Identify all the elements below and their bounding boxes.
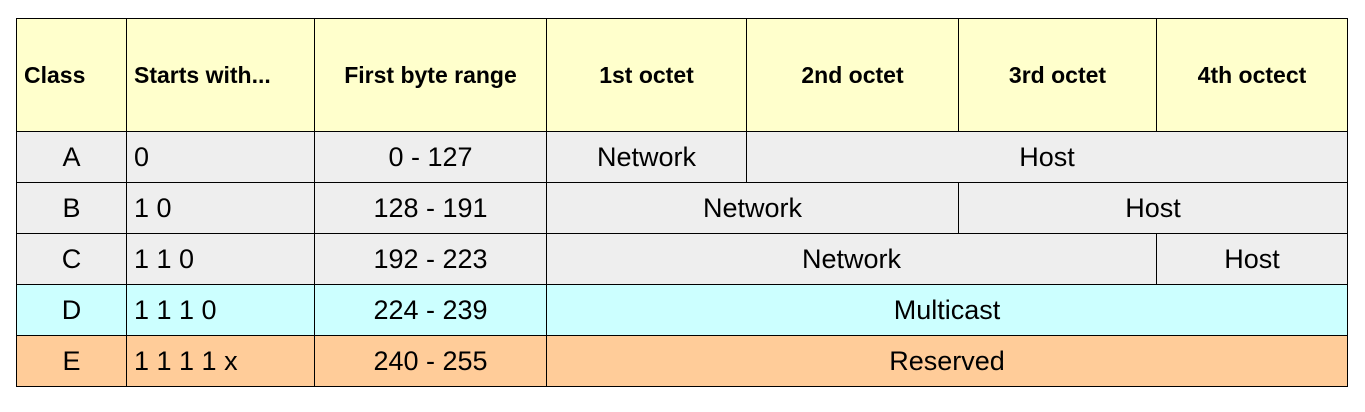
table-row-class-a: A 0 0 - 127 Network Host <box>16 131 1348 183</box>
range-cell: 224 - 239 <box>314 284 547 336</box>
range-cell: 128 - 191 <box>314 182 547 234</box>
range-cell: 0 - 127 <box>314 131 547 183</box>
network-cell: Network <box>546 182 959 234</box>
starts-with-cell: 1 1 1 1 x <box>126 335 315 387</box>
range-cell: 240 - 255 <box>314 335 547 387</box>
header-class: Class <box>16 18 127 132</box>
table-row-class-d: D 1 1 1 0 224 - 239 Multicast <box>16 284 1348 336</box>
header-row: Class Starts with... First byte range 1s… <box>16 18 1348 132</box>
table-row-class-b: B 1 0 128 - 191 Network Host <box>16 182 1348 234</box>
header-starts-with: Starts with... <box>126 18 315 132</box>
ip-class-table: Class Starts with... First byte range 1s… <box>16 18 1348 387</box>
range-cell: 192 - 223 <box>314 233 547 285</box>
class-cell: B <box>16 182 127 234</box>
class-cell: C <box>16 233 127 285</box>
starts-with-cell: 1 1 0 <box>126 233 315 285</box>
header-1st-octet: 1st octet <box>546 18 747 132</box>
host-cell: Host <box>1156 233 1348 285</box>
starts-with-cell: 1 0 <box>126 182 315 234</box>
starts-with-cell: 1 1 1 0 <box>126 284 315 336</box>
class-cell: D <box>16 284 127 336</box>
reserved-cell: Reserved <box>546 335 1348 387</box>
multicast-cell: Multicast <box>546 284 1348 336</box>
starts-with-cell: 0 <box>126 131 315 183</box>
header-2nd-octet: 2nd octet <box>746 18 959 132</box>
class-cell: E <box>16 335 127 387</box>
network-cell: Network <box>546 233 1157 285</box>
host-cell: Host <box>746 131 1348 183</box>
class-cell: A <box>16 131 127 183</box>
table-row-class-e: E 1 1 1 1 x 240 - 255 Reserved <box>16 335 1348 387</box>
network-cell: Network <box>546 131 747 183</box>
header-4th-octet: 4th octect <box>1156 18 1348 132</box>
table-row-class-c: C 1 1 0 192 - 223 Network Host <box>16 233 1348 285</box>
host-cell: Host <box>958 182 1348 234</box>
header-first-byte-range: First byte range <box>314 18 547 132</box>
header-3rd-octet: 3rd octet <box>958 18 1157 132</box>
